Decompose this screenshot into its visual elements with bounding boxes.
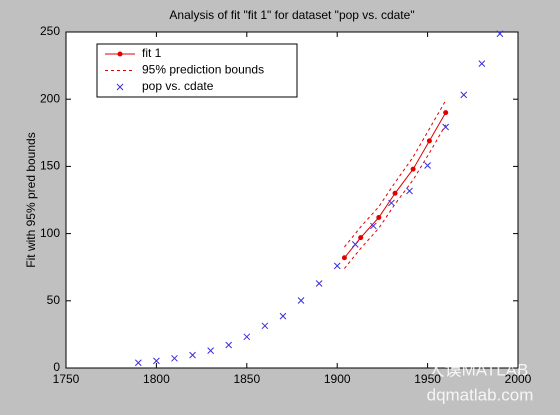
legend-swatch [116,83,124,91]
legend-swatch [117,51,123,57]
legend-label: 95% prediction bounds [142,63,264,77]
fit-point [426,138,432,144]
data-point [315,280,323,287]
upper-bound [344,100,447,248]
fit-point [341,255,347,261]
y-tick-label: 250 [40,24,60,38]
data-point [171,354,178,362]
x-tick-label: 1950 [414,372,441,386]
data-point [424,162,431,169]
data-point [297,297,305,304]
fit-point [376,214,382,220]
chart-title: Analysis of fit "fit 1" for dataset "pop… [169,8,414,22]
lower-bound [344,124,447,269]
watermark: dqmatlab.com [427,385,534,404]
data-point [333,262,341,270]
y-tick-label: 100 [40,226,60,240]
y-tick-label: 50 [47,293,61,307]
data-point [370,222,377,230]
y-tick-label: 200 [40,91,60,105]
x-tick-label: 1900 [324,372,351,386]
data-point [207,347,214,355]
y-tick-label: 0 [53,360,60,374]
legend-label: pop vs. cdate [142,79,214,93]
data-point [460,91,468,99]
data-point [261,322,269,330]
data-point [225,341,233,349]
fit-point [443,110,449,116]
data-point [189,351,196,359]
data-point [279,312,287,320]
data-point [442,123,450,131]
x-tick-label: 1800 [143,372,170,386]
data-point [351,240,359,248]
data-point [153,357,160,365]
legend-label: fit 1 [142,46,162,60]
fit-point [358,235,364,241]
data-point [134,359,142,367]
x-tick-label: 2000 [505,372,532,386]
y-tick-label: 150 [40,159,60,173]
data-point [496,30,504,38]
y-axis-label: Fit with 95% pred bounds [24,132,38,267]
data-point [478,60,486,67]
x-tick-label: 1850 [233,372,260,386]
x-tick-label: 1750 [53,372,80,386]
data-point [406,187,413,195]
fit-point [410,166,416,172]
data-point [388,199,395,207]
data-point [243,333,251,341]
fit-point [392,190,398,196]
watermark: 大谟MATLAB [428,360,529,379]
